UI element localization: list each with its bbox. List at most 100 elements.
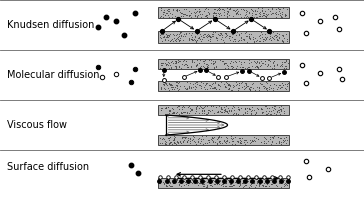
Point	[237, 182, 243, 185]
Point	[187, 110, 193, 113]
Point	[276, 142, 281, 145]
Point	[248, 180, 253, 184]
Point	[262, 136, 268, 139]
Point	[214, 8, 220, 11]
Point	[273, 7, 279, 10]
Point	[194, 16, 199, 19]
Point	[197, 178, 203, 181]
Point	[215, 8, 221, 12]
Point	[273, 36, 279, 39]
Point	[218, 81, 223, 84]
Point	[242, 13, 248, 16]
Point	[262, 32, 268, 35]
Point	[190, 139, 195, 142]
Point	[201, 110, 207, 113]
Point	[189, 36, 195, 39]
Point	[208, 105, 214, 108]
Point	[221, 62, 227, 65]
Point	[230, 31, 236, 34]
Point	[199, 109, 205, 112]
Point	[223, 184, 229, 187]
Point	[163, 140, 169, 143]
Point	[271, 181, 277, 184]
Point	[194, 14, 199, 17]
Point	[242, 82, 248, 85]
Point	[162, 87, 167, 91]
Point	[171, 33, 177, 37]
Point	[181, 180, 186, 183]
Point	[280, 83, 286, 86]
Point	[210, 34, 216, 38]
Point	[249, 181, 254, 184]
Point	[173, 60, 179, 63]
Point	[284, 142, 289, 145]
Point	[225, 84, 231, 87]
Point	[177, 39, 182, 42]
Point	[158, 32, 164, 35]
Point	[229, 64, 235, 67]
Point	[282, 61, 288, 64]
Point	[162, 81, 168, 84]
Point	[279, 81, 285, 84]
Point	[228, 64, 234, 68]
Point	[195, 66, 201, 69]
Point	[170, 40, 176, 43]
Point	[227, 61, 233, 65]
Point	[274, 31, 280, 34]
Point	[171, 136, 177, 139]
Point	[206, 59, 211, 62]
Point	[215, 136, 221, 139]
Point	[203, 62, 209, 65]
Point	[219, 183, 225, 186]
Point	[235, 40, 241, 43]
Point	[169, 87, 175, 91]
Point	[200, 64, 206, 68]
Point	[210, 87, 216, 90]
Point	[161, 86, 167, 90]
Point	[246, 87, 252, 90]
Point	[241, 38, 246, 42]
Point	[223, 181, 229, 185]
Point	[224, 82, 230, 85]
Point	[260, 185, 266, 188]
Point	[186, 104, 192, 108]
Point	[229, 140, 235, 143]
Point	[209, 136, 215, 140]
Point	[276, 181, 282, 184]
Point	[178, 31, 184, 34]
Point	[194, 58, 199, 62]
Point	[278, 86, 284, 89]
Point	[240, 137, 245, 140]
Point	[224, 7, 230, 10]
Point	[193, 64, 199, 67]
Point	[269, 105, 275, 108]
Point	[183, 59, 189, 62]
Point	[268, 182, 274, 185]
Point	[167, 64, 173, 67]
Point	[196, 84, 202, 87]
Point	[157, 35, 163, 38]
Point	[181, 138, 187, 142]
Point	[168, 141, 174, 144]
Point	[169, 84, 175, 87]
Point	[182, 62, 187, 65]
Point	[270, 61, 276, 64]
Point	[252, 140, 258, 143]
Point	[227, 184, 233, 188]
Point	[163, 107, 169, 110]
Point	[244, 184, 249, 187]
Point	[235, 107, 241, 110]
Point	[222, 185, 228, 188]
Point	[217, 59, 223, 62]
Point	[186, 85, 191, 88]
Point	[193, 178, 198, 181]
Point	[197, 12, 203, 16]
Point	[173, 65, 179, 68]
Point	[204, 105, 210, 108]
Point	[253, 36, 258, 39]
Point	[233, 12, 239, 15]
Point	[274, 13, 280, 16]
Point	[263, 86, 269, 89]
Point	[221, 8, 227, 11]
Point	[259, 9, 265, 12]
